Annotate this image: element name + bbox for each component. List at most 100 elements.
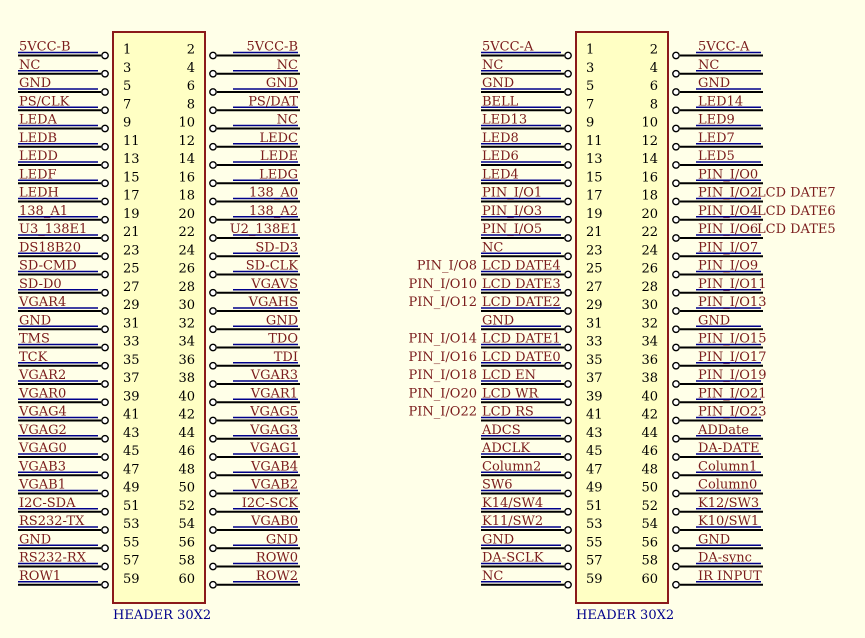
pin-number: 60 bbox=[641, 572, 658, 587]
pin-end bbox=[209, 142, 217, 151]
pin-number: 42 bbox=[641, 408, 658, 423]
pin-end bbox=[209, 489, 217, 498]
component-name: HEADER 30X2 bbox=[113, 608, 211, 623]
pin-number: 46 bbox=[178, 444, 195, 459]
pin-number: 11 bbox=[586, 134, 603, 149]
net-label-left: K14/SW4 bbox=[482, 496, 543, 511]
pin-number: 1 bbox=[123, 43, 131, 58]
net-label-right: GND bbox=[698, 76, 730, 91]
net-label-right: VGAG3 bbox=[249, 423, 298, 438]
net-label-left: TCK bbox=[19, 350, 48, 365]
net-label-left: GND bbox=[482, 532, 514, 547]
pin-end bbox=[672, 252, 680, 261]
net-label-right: Column1 bbox=[698, 459, 757, 474]
pin-end bbox=[209, 580, 217, 589]
pin-number: 5 bbox=[586, 79, 594, 94]
pin-end bbox=[209, 270, 217, 279]
pin-end bbox=[672, 142, 680, 151]
net-label-right: TDO bbox=[268, 332, 298, 347]
pin-number: 36 bbox=[641, 353, 658, 368]
net-label-right: PIN_I/O4 bbox=[698, 204, 758, 219]
pin-number: 38 bbox=[641, 371, 658, 386]
net-label-right: LED7 bbox=[698, 131, 735, 146]
net-label-left: VGAR4 bbox=[18, 295, 66, 310]
pin-number: 6 bbox=[187, 79, 195, 94]
pin-number: 47 bbox=[123, 462, 140, 477]
pin-number: 26 bbox=[641, 262, 658, 277]
pin-end bbox=[209, 361, 217, 370]
pin-number: 52 bbox=[641, 499, 658, 514]
pin-end bbox=[564, 507, 572, 516]
net-label-left: VGAB3 bbox=[18, 459, 66, 474]
pin-number: 46 bbox=[641, 444, 658, 459]
pin-end bbox=[101, 489, 109, 498]
pin-number: 13 bbox=[123, 152, 140, 167]
pin-end bbox=[209, 453, 217, 461]
net-label-right: NC bbox=[277, 113, 298, 128]
pin-number: 16 bbox=[178, 170, 195, 185]
pin-number: 22 bbox=[641, 225, 658, 240]
pin-number: 7 bbox=[586, 97, 594, 112]
net-label-left: 138_A1 bbox=[19, 204, 68, 219]
pin-number: 58 bbox=[641, 554, 658, 569]
net-label-right: VGAB0 bbox=[250, 514, 298, 529]
net-label-outer-right: LCD DATE5 bbox=[757, 222, 836, 237]
pin-number: 38 bbox=[178, 371, 195, 386]
net-label-outer-left: PIN_I/O18 bbox=[409, 368, 477, 383]
pin-number: 45 bbox=[123, 444, 140, 459]
pin-end bbox=[101, 307, 109, 315]
pin-end bbox=[209, 526, 217, 534]
pin-end bbox=[672, 307, 680, 315]
pin-number: 34 bbox=[178, 335, 195, 350]
pin-end bbox=[564, 142, 572, 151]
pin-number: 24 bbox=[178, 243, 195, 258]
pin-end bbox=[101, 270, 109, 279]
net-label-outer-left: PIN_I/O20 bbox=[409, 386, 477, 401]
pin-number: 47 bbox=[586, 462, 603, 477]
net-label-left: NC bbox=[482, 58, 503, 73]
net-label-right: PIN_I/O11 bbox=[698, 277, 766, 292]
pin-number: 17 bbox=[586, 189, 603, 204]
pin-end bbox=[209, 252, 217, 261]
net-label-left: LCD DATE3 bbox=[482, 277, 561, 292]
net-label-right: DA-sync bbox=[698, 551, 752, 566]
net-label-right: VGAG5 bbox=[249, 405, 298, 420]
net-label-left: ADCLK bbox=[481, 441, 530, 456]
net-label-right: 138_A0 bbox=[249, 186, 298, 201]
net-label-right: NC bbox=[277, 58, 298, 73]
net-label-left: SW6 bbox=[482, 478, 513, 493]
pin-number: 54 bbox=[641, 517, 658, 532]
pin-end bbox=[672, 197, 680, 206]
net-label-right: GND bbox=[266, 532, 298, 547]
net-label-right: VGAHS bbox=[248, 295, 298, 310]
pin-end bbox=[209, 288, 217, 297]
pin-end bbox=[209, 307, 217, 315]
net-label-right: IR INPUT bbox=[698, 569, 762, 584]
pin-number: 2 bbox=[650, 43, 658, 58]
pin-number: 49 bbox=[586, 481, 603, 496]
pin-end bbox=[101, 197, 109, 206]
pin-number: 52 bbox=[178, 499, 195, 514]
pin-end bbox=[564, 197, 572, 206]
pin-number: 19 bbox=[123, 207, 140, 222]
net-label-left: LEDA bbox=[19, 113, 58, 128]
pin-end bbox=[209, 69, 217, 78]
pin-number: 19 bbox=[586, 207, 603, 222]
pin-number: 21 bbox=[586, 225, 603, 240]
pin-end bbox=[564, 526, 572, 534]
pin-number: 50 bbox=[178, 481, 195, 496]
pin-end bbox=[101, 416, 109, 425]
pin-end bbox=[672, 106, 680, 115]
pin-end bbox=[564, 361, 572, 370]
net-label-left: LCD DATE4 bbox=[482, 259, 561, 274]
pin-number: 27 bbox=[123, 280, 140, 295]
pin-end bbox=[672, 380, 680, 388]
pin-number: 11 bbox=[123, 134, 140, 149]
net-label-right: PIN_I/O0 bbox=[698, 167, 758, 182]
pin-number: 3 bbox=[586, 61, 594, 76]
pin-end bbox=[672, 88, 680, 96]
pin-number: 4 bbox=[650, 61, 658, 76]
net-label-left: NC bbox=[19, 58, 40, 73]
net-label-left: ROW1 bbox=[19, 569, 61, 584]
pin-number: 43 bbox=[586, 426, 603, 441]
